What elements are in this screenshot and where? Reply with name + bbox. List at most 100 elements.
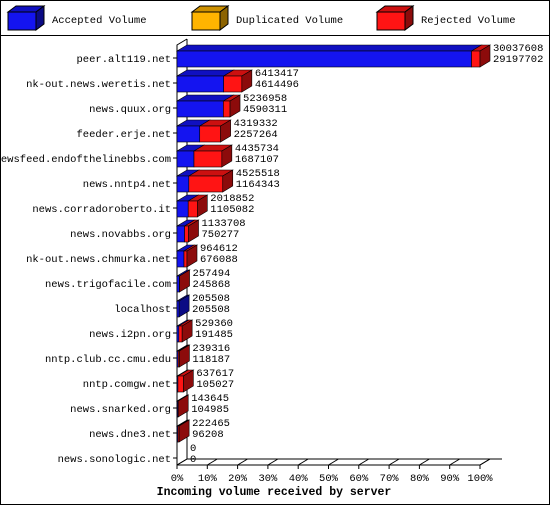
value-label: 30037608 <box>493 43 543 55</box>
value-label: 4590311 <box>243 104 287 116</box>
value-label: 96208 <box>192 429 224 441</box>
bar <box>184 225 189 243</box>
value-label: 4614496 <box>255 79 299 91</box>
bar <box>176 200 189 218</box>
y-tick-label: news.nntp4.net <box>83 179 171 191</box>
bar-side <box>197 194 208 218</box>
legend-swatch <box>7 11 37 31</box>
legend-swatch <box>191 11 221 31</box>
y-tick-label: newsfeed.endofthelinebbs.com <box>0 154 171 166</box>
bar <box>471 50 481 68</box>
x-tick-label: 10% <box>198 473 218 485</box>
x-axis-title: Incoming volume received by server <box>157 486 392 499</box>
legend-label: Accepted Volume <box>52 15 147 27</box>
value-label: 1133708 <box>202 218 246 230</box>
bar <box>176 250 185 268</box>
bar <box>176 300 180 318</box>
bar <box>176 75 224 93</box>
bar-side <box>229 94 241 118</box>
y-tick-label: nk-out.news.weretis.net <box>26 79 171 91</box>
bar-top <box>175 44 483 52</box>
x-tick-label: 80% <box>410 473 430 485</box>
x-tick-label: 70% <box>380 473 400 485</box>
bar <box>176 100 224 118</box>
grid-line <box>237 458 248 466</box>
grid-line <box>449 458 460 466</box>
value-label: 1105082 <box>210 204 254 216</box>
grid-line <box>297 458 309 466</box>
value-label: 118187 <box>192 354 230 366</box>
value-label: 257494 <box>193 268 231 280</box>
value-label: 191485 <box>195 329 233 341</box>
value-label: 6413417 <box>255 68 299 80</box>
value-label: 1687107 <box>235 154 279 166</box>
y-tick-label: localhost <box>114 304 171 316</box>
y-tick-label: news.i2pn.org <box>89 329 171 341</box>
y-tick-label: nntp.comgw.net <box>83 379 171 391</box>
bar-side <box>186 244 198 268</box>
bar-side <box>241 69 253 93</box>
x-tick-label: 30% <box>258 473 278 485</box>
y-tick-label: news.snarked.org <box>70 404 171 416</box>
x-tick-label: 0% <box>171 473 184 485</box>
bar <box>176 50 472 68</box>
value-label: 4435734 <box>235 143 279 155</box>
value-label: 964612 <box>200 243 238 255</box>
y-tick-label: news.dne3.net <box>89 429 171 441</box>
y-tick-label: peer.alt119.net <box>76 54 171 66</box>
value-label: 222465 <box>192 418 230 430</box>
bar <box>176 275 180 293</box>
y-tick-label: news.quux.org <box>89 104 171 116</box>
bar-side <box>179 269 190 293</box>
value-label: 676088 <box>200 254 238 266</box>
bar <box>177 375 184 393</box>
bar <box>176 125 201 143</box>
y-tick-label: feeder.erje.net <box>76 129 171 141</box>
bar-side <box>183 369 194 393</box>
x-tick-label: 50% <box>319 473 339 485</box>
value-label: 245868 <box>193 279 231 291</box>
value-label: 143645 <box>191 393 229 405</box>
y-tick-label: nntp.club.cc.cmu.edu <box>45 354 171 366</box>
grid-line <box>176 458 188 466</box>
value-label: 750277 <box>202 229 240 241</box>
bar <box>199 125 221 143</box>
y-tick-label: news.novabbs.org <box>70 229 171 241</box>
axis <box>176 38 188 465</box>
bar <box>176 150 195 168</box>
legend-label: Rejected Volume <box>421 15 516 27</box>
x-tick-label: 40% <box>289 473 309 485</box>
bar-side <box>222 169 234 193</box>
bar <box>176 175 190 193</box>
bar-side <box>179 344 190 368</box>
value-label: 239316 <box>192 343 230 355</box>
value-label: 4525518 <box>236 168 280 180</box>
bar-side <box>178 294 190 318</box>
value-label: 1164343 <box>236 179 280 191</box>
value-label: 637617 <box>196 368 234 380</box>
value-label: 205508 <box>192 304 230 316</box>
bar <box>187 200 198 218</box>
grid-line <box>267 458 279 466</box>
bar <box>223 75 243 93</box>
value-label: 5236958 <box>243 93 287 105</box>
bar-side <box>178 419 190 443</box>
value-label: 105027 <box>196 379 234 391</box>
bar <box>183 250 188 268</box>
grid-line <box>479 458 491 466</box>
grid-line <box>388 458 400 466</box>
value-label: 104985 <box>191 404 229 416</box>
y-tick-label: news.trigofacile.com <box>45 279 171 291</box>
bar <box>176 225 185 243</box>
bar-side <box>177 394 189 418</box>
value-label: 0 <box>190 443 196 455</box>
x-tick-label: 90% <box>440 473 460 485</box>
bar <box>223 100 231 118</box>
grid-line <box>358 458 370 466</box>
value-label: 4319332 <box>234 118 278 130</box>
bar-side <box>188 219 199 243</box>
grid-line <box>328 458 339 466</box>
legend-label: Duplicated Volume <box>236 15 343 27</box>
